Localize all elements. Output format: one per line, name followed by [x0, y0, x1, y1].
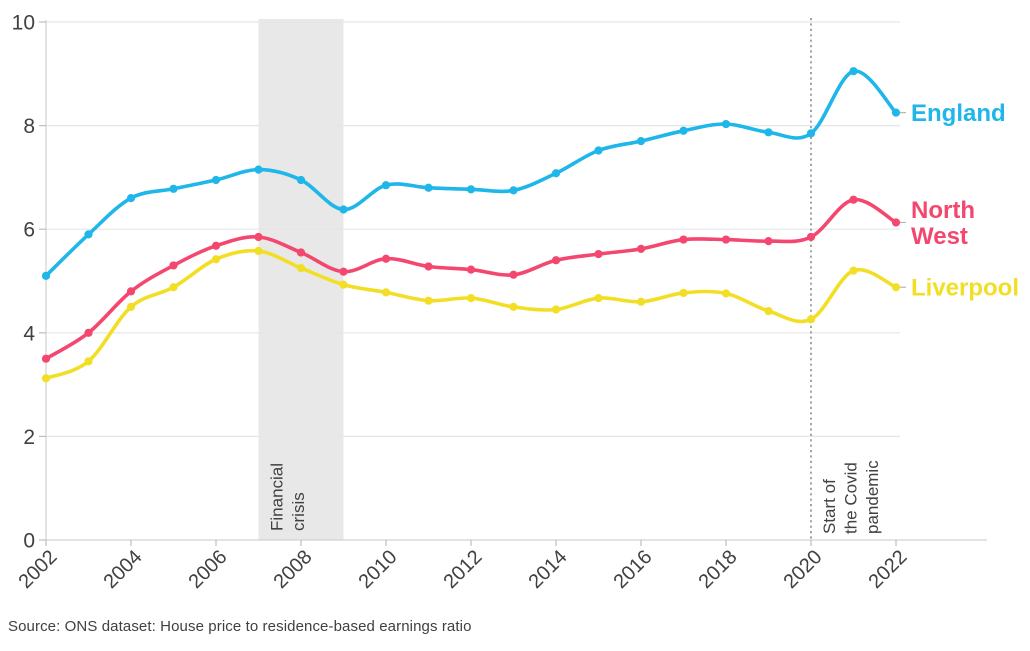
series-dots-liverpool	[41, 246, 901, 383]
x-tick-label-2020: 2020	[780, 546, 827, 593]
series-label-north-west: North West	[911, 197, 975, 250]
y-tick-label-0: 0	[23, 530, 35, 553]
x-tick-label-2008: 2008	[270, 546, 317, 593]
covid-pandemic-label: Start of the Covid pandemic	[820, 460, 882, 534]
y-tick-label-8: 8	[23, 115, 35, 138]
x-tick-label-2018: 2018	[695, 546, 742, 593]
series-dots-north-west	[41, 195, 901, 363]
series-line-north-west	[44, 197, 898, 361]
series-label-england: England	[911, 100, 1006, 127]
y-tick-label-10: 10	[12, 12, 35, 35]
x-tick-label-2016: 2016	[610, 546, 657, 593]
x-tick-label-2022: 2022	[865, 546, 912, 593]
financial-crisis-label: Financial crisis	[268, 463, 309, 531]
y-tick-label-6: 6	[23, 219, 35, 242]
x-tick-label-2014: 2014	[525, 546, 572, 593]
y-tick-label-2: 2	[23, 426, 35, 449]
source-note: Source: ONS dataset: House price to resi…	[8, 618, 472, 635]
series-label-liverpool: Liverpool	[911, 275, 1019, 302]
house-price-earnings-ratio-line-chart: 0 2 4 6 8 10 2002 2004 2006 2008 2010 2012 2014 2016 2…	[12, 12, 1019, 594]
x-tick-label-2012: 2012	[440, 546, 487, 593]
series-dots-england	[41, 67, 901, 280]
x-tick-label-2004: 2004	[100, 546, 147, 593]
x-tick-label-2010: 2010	[355, 546, 402, 593]
y-tick-label-4: 4	[23, 322, 35, 345]
x-tick-label-2006: 2006	[185, 546, 232, 593]
x-tick-label-2002: 2002	[15, 546, 62, 593]
